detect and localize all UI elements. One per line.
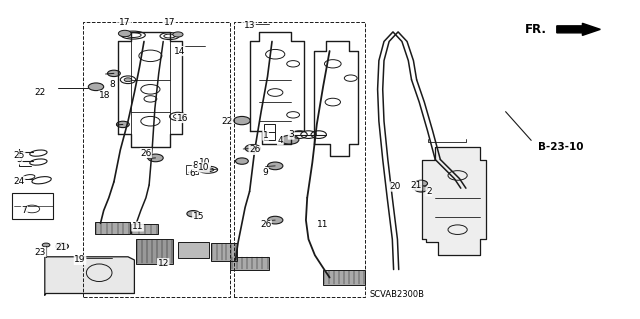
Text: 11: 11 [132,222,143,231]
Text: 26: 26 [249,145,260,154]
Bar [12,193,53,219]
Circle shape [268,216,283,224]
Text: 7: 7 [22,206,27,215]
Text: 26: 26 [140,149,152,158]
Text: 22: 22 [221,117,233,126]
Text: 17: 17 [119,18,131,27]
Text: 5: 5 [17,155,22,164]
Text: 19: 19 [74,256,86,264]
Circle shape [187,211,200,217]
Bar [323,270,365,285]
Text: 1: 1 [263,131,268,140]
Text: 6: 6 [189,169,195,178]
Text: 21: 21 [410,181,422,190]
Text: 14: 14 [173,47,185,56]
Text: 8: 8 [193,161,198,170]
Circle shape [42,243,50,247]
Circle shape [454,185,470,193]
Text: 10: 10 [198,163,209,172]
Text: FR.: FR. [525,23,547,36]
Text: 13: 13 [244,21,255,30]
Text: 12: 12 [157,259,169,268]
Polygon shape [422,147,486,255]
Text: 11: 11 [317,220,329,229]
Text: 23: 23 [35,248,46,256]
Text: 21: 21 [55,243,67,252]
Bar [230,257,269,270]
Text: SCVAB2300B: SCVAB2300B [369,290,424,299]
Bar [136,239,173,264]
Circle shape [56,243,68,249]
Text: 9: 9 [263,168,268,177]
Circle shape [118,30,131,37]
Text: 20: 20 [390,182,401,191]
Text: 18: 18 [99,91,110,100]
Circle shape [108,70,120,77]
Text: B-23-10: B-23-10 [538,142,583,152]
Circle shape [236,158,248,164]
FancyArrow shape [557,23,600,35]
Text: 16: 16 [177,114,188,122]
Text: 24: 24 [13,177,25,186]
Circle shape [124,78,132,82]
Circle shape [415,180,428,187]
Circle shape [415,186,428,192]
Bar [131,224,158,234]
Text: 10: 10 [199,158,211,167]
Bar [211,243,237,261]
Circle shape [268,162,283,170]
Circle shape [88,83,104,91]
Circle shape [173,32,183,37]
Text: 2: 2 [426,187,431,196]
Text: 8: 8 [109,80,115,89]
Text: 26: 26 [260,220,271,229]
Text: 25: 25 [13,151,25,160]
Circle shape [234,116,250,125]
Circle shape [116,121,129,128]
Text: 4: 4 [278,136,283,145]
Bar [264,124,275,140]
Bar [95,222,130,234]
Text: 15: 15 [193,212,204,221]
Circle shape [281,135,299,144]
Text: 22: 22 [35,88,46,97]
Circle shape [245,145,260,152]
Bar [178,242,209,258]
Circle shape [148,154,163,162]
Polygon shape [45,257,134,295]
Text: 17: 17 [164,18,175,27]
Text: 3: 3 [289,130,294,139]
Bar [186,165,198,174]
